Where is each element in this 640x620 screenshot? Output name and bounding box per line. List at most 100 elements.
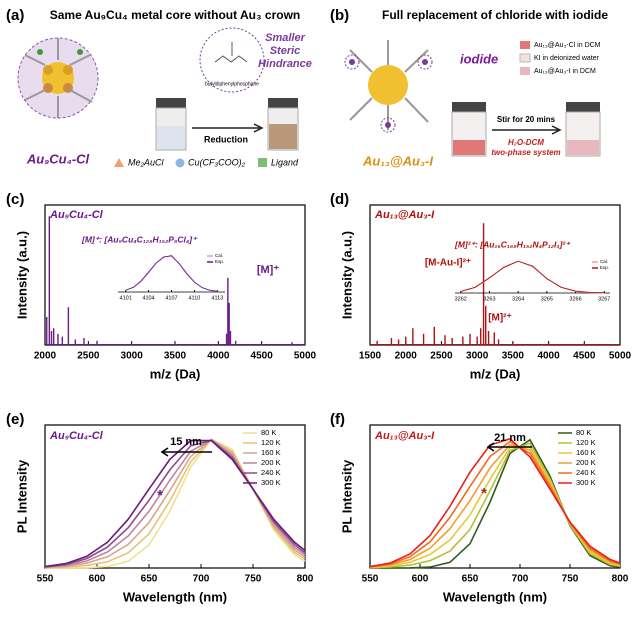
plot-frame bbox=[369, 424, 621, 569]
x-tick-label: 4101 bbox=[120, 295, 132, 301]
x-tick-label: 2500 bbox=[430, 351, 453, 362]
x-tick-label: 1500 bbox=[359, 351, 382, 362]
x-tick-label: 650 bbox=[462, 574, 479, 585]
series-line bbox=[44, 439, 306, 568]
cluster-name: Au₉Cu₄-Cl bbox=[26, 151, 90, 166]
x-tick-label: 3500 bbox=[502, 351, 525, 362]
legend-label: 120 K bbox=[576, 438, 596, 447]
chart-title: Au₉Cu₄-Cl bbox=[49, 430, 104, 442]
x-tick-label: 700 bbox=[193, 574, 210, 585]
legend-text: Ligand bbox=[271, 157, 299, 167]
panel-title: Full replacement of chloride with iodide bbox=[382, 8, 608, 22]
x-tick-label: 2000 bbox=[395, 351, 418, 362]
y-axis-label: PL Intensity bbox=[14, 459, 29, 533]
legend-text: Me₂AuCl bbox=[128, 157, 164, 167]
x-tick-label: 4000 bbox=[207, 351, 230, 362]
x-tick-label: 800 bbox=[297, 574, 314, 585]
legend-label: 300 K bbox=[576, 478, 596, 487]
legend-text: Cu(CF₃COO)₂ bbox=[188, 157, 246, 167]
annotation: 15 nm bbox=[170, 436, 202, 448]
vial bbox=[267, 98, 299, 151]
step-label: Reduction bbox=[204, 134, 248, 144]
x-tick-label: 650 bbox=[141, 574, 158, 585]
x-tick-label: 600 bbox=[89, 574, 106, 585]
series-line bbox=[44, 438, 306, 569]
ion-label: iodide bbox=[460, 51, 498, 66]
x-tick-label: 550 bbox=[37, 574, 54, 585]
series-line bbox=[125, 256, 218, 292]
cluster-art bbox=[17, 37, 99, 119]
x-tick-label: 3264 bbox=[512, 296, 524, 302]
x-tick-label: 4113 bbox=[211, 295, 223, 301]
legend-label: 200 K bbox=[261, 458, 281, 467]
legend-label: 240 K bbox=[261, 468, 281, 477]
x-tick-label: 3000 bbox=[466, 351, 489, 362]
hindrance-text: Smaller bbox=[265, 32, 305, 44]
legend-icon bbox=[520, 67, 530, 75]
chart-title: Au₁₃@Au₃-I bbox=[374, 209, 435, 221]
plot-frame bbox=[44, 424, 306, 569]
panel-label: (c) bbox=[6, 191, 24, 208]
system-label: H₂O-DCM bbox=[508, 138, 544, 147]
x-tick-label: 3265 bbox=[541, 296, 553, 302]
ligand-circle bbox=[199, 27, 265, 93]
x-tick-label: 3267 bbox=[598, 296, 610, 302]
legend-label: 240 K bbox=[576, 468, 596, 477]
legend-label: 160 K bbox=[261, 448, 281, 457]
x-tick-label: 4107 bbox=[165, 295, 177, 301]
cluster-art bbox=[344, 40, 433, 133]
inset-formula: [M]⁺: [Au₉Cu₄C₁₂₈H₁₅₂P₈Cl₄]⁺ bbox=[81, 234, 198, 244]
x-tick-label: 2000 bbox=[34, 351, 57, 362]
x-tick-label: 4110 bbox=[189, 295, 201, 301]
vial bbox=[155, 98, 187, 151]
panel-label: (e) bbox=[6, 411, 24, 428]
arrow bbox=[192, 123, 264, 133]
x-tick-label: 3263 bbox=[483, 296, 495, 302]
arrow bbox=[492, 125, 562, 135]
x-tick-label: 600 bbox=[412, 574, 429, 585]
legend-text: KI in deionized water bbox=[534, 55, 600, 62]
x-tick-label: 700 bbox=[512, 574, 529, 585]
x-tick-label: 3500 bbox=[164, 351, 187, 362]
shift-arrow bbox=[160, 447, 212, 457]
x-tick-label: 3000 bbox=[121, 351, 144, 362]
legend-label: 80 K bbox=[576, 428, 591, 437]
legend-icon bbox=[114, 158, 124, 167]
hindrance-text: Steric bbox=[270, 45, 301, 57]
series-line bbox=[369, 440, 621, 568]
vial bbox=[565, 102, 601, 157]
legend-label: Exp. bbox=[600, 265, 609, 270]
annotation: [M]⁺ bbox=[257, 264, 279, 276]
x-tick-label: 4000 bbox=[537, 351, 560, 362]
legend-label: Cal. bbox=[215, 253, 223, 258]
x-axis-label: m/z (Da) bbox=[470, 366, 521, 381]
annotation: * bbox=[481, 485, 487, 502]
x-tick-label: 2500 bbox=[77, 351, 100, 362]
series-line bbox=[44, 438, 306, 569]
x-axis-label: m/z (Da) bbox=[150, 366, 201, 381]
x-tick-label: 4500 bbox=[251, 351, 274, 362]
series-line bbox=[369, 445, 621, 569]
ligand-art bbox=[214, 42, 248, 63]
panel-title: Same Au₉Cu₄ metal core without Au₃ crown bbox=[50, 8, 300, 22]
series-line bbox=[369, 437, 621, 568]
annotation: [M]²⁺ bbox=[488, 313, 512, 324]
step-label: Stir for 20 mins bbox=[497, 115, 556, 124]
x-tick-label: 800 bbox=[612, 574, 629, 585]
series-line bbox=[44, 439, 306, 568]
legend-label: 200 K bbox=[576, 458, 596, 467]
panel-label: (d) bbox=[330, 191, 349, 208]
x-tick-label: 3262 bbox=[455, 296, 467, 302]
legend-label: 120 K bbox=[261, 438, 281, 447]
plot-frame bbox=[369, 204, 621, 346]
legend-text: Au₁₃@Au₃-I in DCM bbox=[534, 68, 596, 75]
series-line bbox=[369, 442, 621, 569]
series-line bbox=[369, 443, 621, 568]
x-tick-label: 3266 bbox=[569, 296, 581, 302]
x-axis-label: Wavelength (nm) bbox=[443, 589, 547, 604]
legend-label: 160 K bbox=[576, 448, 596, 457]
x-tick-label: 5000 bbox=[294, 351, 317, 362]
cluster-name: Au₁₃@Au₃-I bbox=[362, 153, 433, 168]
series-line bbox=[125, 255, 218, 292]
chart-title: Au₉Cu₄-Cl bbox=[49, 209, 104, 221]
